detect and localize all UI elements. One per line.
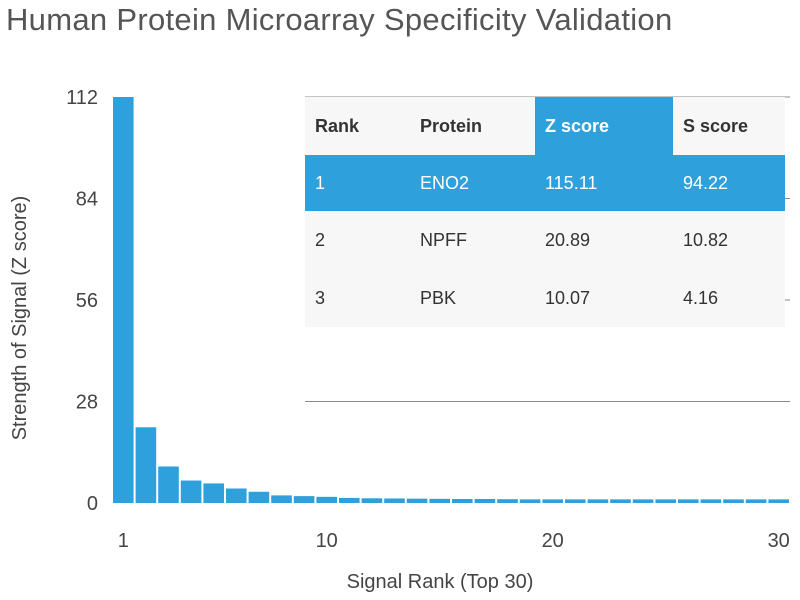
- bar: [203, 483, 224, 503]
- cell-protein: NPFF: [420, 229, 467, 250]
- bar: [655, 499, 676, 503]
- bar: [632, 499, 654, 503]
- table-row: 2 NPFF 20.89 10.82: [305, 211, 785, 269]
- cell-z-score: 20.89: [545, 229, 591, 250]
- x-tick-label: 10: [316, 530, 338, 552]
- table-row: 1 ENO2 115.11 94.22: [305, 155, 785, 211]
- header-z-score: Z score: [535, 97, 673, 155]
- bar: [519, 499, 541, 503]
- cell-protein: ENO2: [420, 172, 470, 193]
- y-axis-title: Strength of Signal (Z score): [9, 196, 31, 441]
- bar: [497, 499, 518, 503]
- y-tick-label: 112: [66, 87, 98, 109]
- bar: [723, 499, 744, 503]
- bar: [135, 427, 157, 503]
- bars: [113, 97, 789, 503]
- cell-rank: 2: [315, 229, 326, 250]
- y-tick-label: 0: [87, 493, 98, 515]
- bar: [610, 499, 631, 503]
- bar: [248, 491, 270, 503]
- bar: [474, 499, 496, 503]
- bar: [406, 498, 428, 503]
- bar: [587, 499, 609, 503]
- bar: [745, 499, 767, 503]
- bar: [316, 496, 337, 503]
- bar: [293, 496, 315, 503]
- bar: [542, 499, 563, 503]
- x-tick-label: 20: [542, 530, 564, 552]
- bar: [180, 480, 202, 503]
- x-axis: 1 10 20 30: [118, 530, 790, 552]
- cell-s-score: 4.16: [683, 287, 719, 308]
- header-rank: Rank: [315, 115, 360, 136]
- header-protein: Protein: [420, 115, 483, 136]
- bar: [226, 488, 247, 503]
- bar: [768, 499, 789, 503]
- results-table: Rank Protein Z score S score 1 ENO2 115.…: [305, 97, 785, 327]
- bar: [158, 466, 179, 503]
- y-tick-label: 84: [76, 189, 98, 211]
- bar: [361, 498, 383, 503]
- chart-title: Human Protein Microarray Specificity Val…: [6, 2, 673, 37]
- y-axis: 0 28 56 84 112: [66, 87, 98, 515]
- bar: [700, 499, 722, 503]
- table-row: 3 PBK 10.07 4.16: [305, 269, 785, 327]
- cell-rank: 1: [315, 172, 326, 193]
- y-tick-label: 56: [76, 290, 98, 312]
- x-tick-label: 1: [118, 530, 129, 552]
- cell-s-score: 94.22: [683, 172, 729, 193]
- x-axis-title: Signal Rank (Top 30): [347, 571, 534, 593]
- table-header-row: Rank Protein Z score S score: [305, 97, 785, 155]
- bar: [429, 498, 450, 503]
- bar: [339, 497, 360, 503]
- bar: [565, 499, 586, 503]
- bar: [678, 499, 699, 503]
- cell-z-score: 10.07: [545, 287, 591, 308]
- cell-z-score: 115.11: [545, 172, 598, 193]
- x-tick-label: 30: [768, 530, 790, 552]
- bar: [113, 97, 134, 503]
- header-s-score: S score: [683, 115, 749, 136]
- cell-protein: PBK: [420, 287, 457, 308]
- bar: [384, 498, 405, 503]
- cell-s-score: 10.82: [683, 229, 729, 250]
- bar: [271, 495, 292, 503]
- y-tick-label: 28: [76, 392, 98, 414]
- cell-rank: 3: [315, 287, 326, 308]
- bar: [452, 499, 473, 503]
